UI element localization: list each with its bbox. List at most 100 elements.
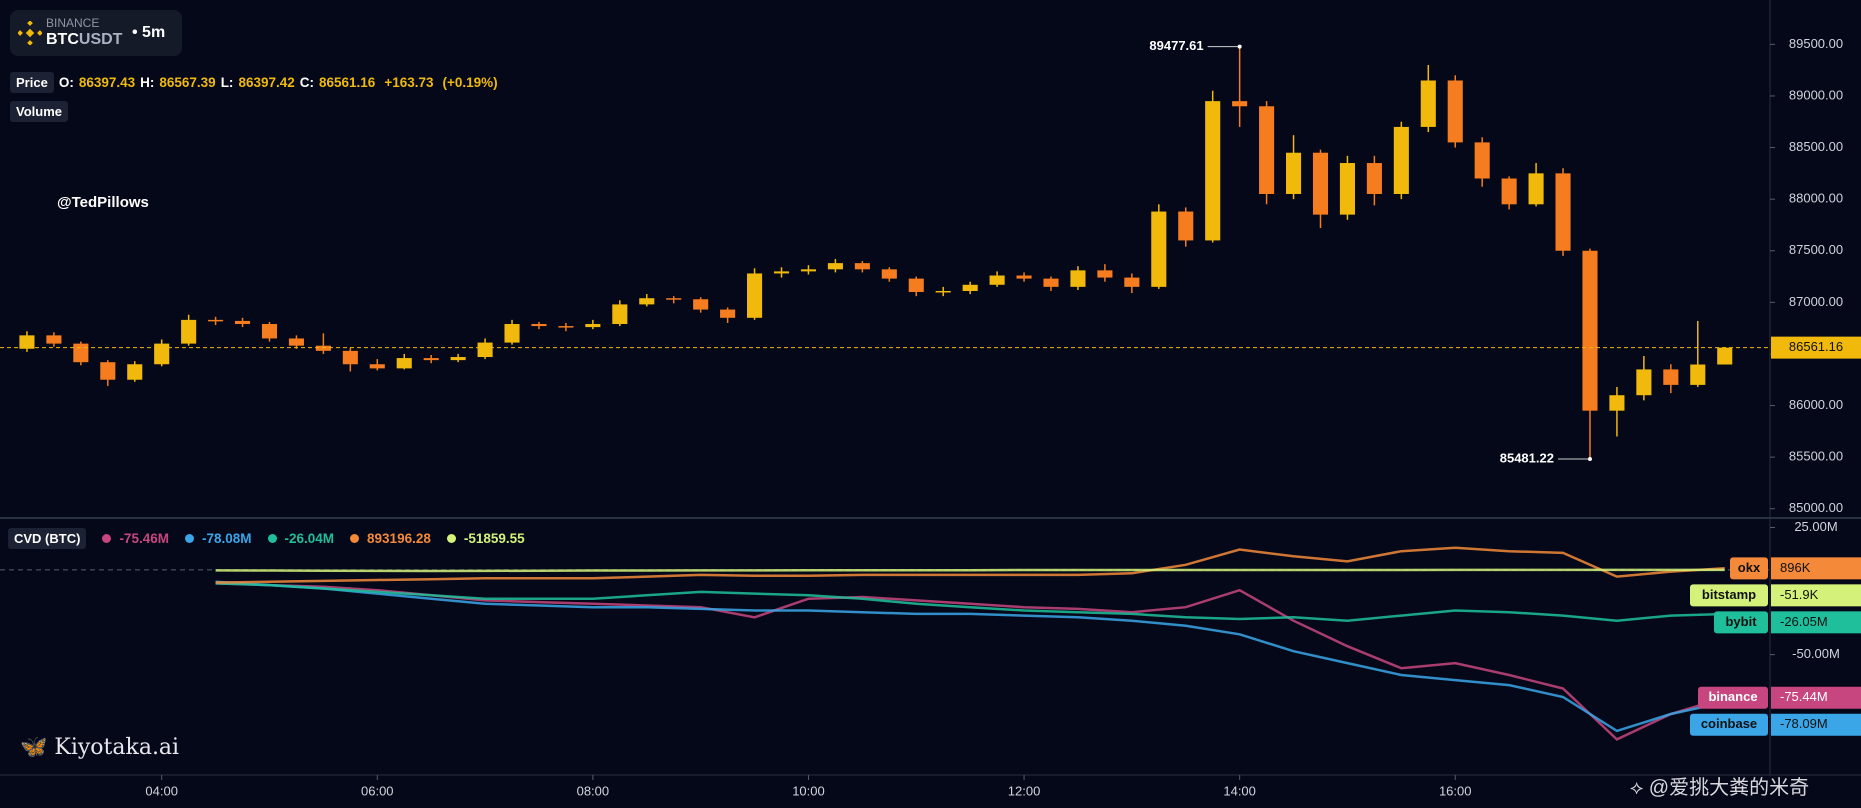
exchange-name: BINANCE [46,16,100,30]
candle-body [800,269,817,272]
series-value-box [1771,557,1861,580]
candle-body [1528,173,1544,205]
series-value-box [1771,713,1861,736]
legend-icon [184,534,194,543]
candle-body [73,343,89,363]
x-tick-label: 12:00 [1008,783,1041,798]
high-label: H: [140,75,155,90]
candle-body [1366,163,1382,194]
candle-body [612,304,628,325]
y-tick-label: 88000.00 [1789,191,1843,206]
candle-body [1474,142,1490,179]
close-label: C: [299,75,314,90]
candle-body [854,263,870,270]
candle-body [1447,80,1463,143]
candle-body [908,278,924,293]
candle-body [1070,270,1086,287]
candle-body [1663,369,1679,385]
series-name: binance [1708,689,1757,704]
series-name: coinbase [1701,716,1757,731]
repost-watermark: ⟡ @爱挑大粪的米奇 [1630,777,1810,799]
interval-value: 5m [142,24,166,41]
high-annotation-label: 89477.61 [1149,38,1203,53]
candle-body [1151,211,1167,287]
candle-body [720,309,736,318]
candle-body [234,320,251,325]
candle-body [1232,101,1248,107]
series-name-box [1730,557,1768,580]
series-value-label: -51.9K [1780,587,1819,602]
candle-body [1124,277,1140,287]
x-tick-label: 10:00 [792,783,825,798]
candle-body [208,319,224,322]
candle-body [1259,106,1275,194]
legend-value: -75.46M [119,531,169,546]
brand-watermark: 🦋 Kiyotaka.ai [20,735,180,760]
legend-icon [267,534,277,543]
candle-body [1636,369,1652,396]
candle-body [1097,270,1113,278]
legend-value: -78.08M [201,531,252,546]
symbol-base: BTC [46,31,79,48]
candle-body [1420,80,1436,127]
x-tick-label: 16:00 [1439,783,1472,798]
series-name-box [1698,686,1768,709]
candle-body [531,324,547,327]
high-annotation-dot [1237,44,1242,49]
series-value-box [1771,611,1861,634]
candle-body [827,263,843,270]
series-value-box [1771,686,1861,709]
low-annotation-dot [1587,457,1592,462]
last-price-label: 86561.16 [1789,339,1843,354]
candle-body [261,324,278,339]
series-name: okx [1738,560,1761,575]
symbol-quote: USDT [78,31,123,48]
candle-body [477,342,493,358]
candle-body [315,345,331,351]
price-label[interactable]: Price [10,72,54,93]
y-tick-label: 88500.00 [1789,139,1843,154]
candle-body [1690,364,1706,385]
cvd-line [215,546,1725,584]
candle-body [962,284,978,291]
symbol-box[interactable]: BINANCE BTCUSDT • 5m [10,10,182,56]
price-legend: Price O: 86397.43 H: 86567.39 L: 86397.42 C… [10,72,498,93]
series-value-label: -78.09M [1780,716,1828,731]
candle-body [181,319,197,344]
candle-body [450,357,466,361]
close-value: 86561.16 [319,75,376,90]
candle-body [747,273,763,318]
brand-text: Kiyotaka.ai [54,735,180,760]
legend-icon [350,534,360,543]
low-label: L: [220,75,234,90]
series-name: bitstamp [1702,587,1756,602]
candle-body [773,271,790,274]
candle-body [1393,126,1409,194]
x-tick-label: 14:00 [1223,783,1256,798]
interval: • 5m [132,24,166,41]
series-value-label: -75.44M [1780,689,1828,704]
candle-body [1582,250,1598,411]
volume-label[interactable]: Volume [10,101,68,122]
author-watermark: @TedPillows [57,194,149,211]
candle-body [1609,395,1625,411]
repost-text: @爱挑大粪的米奇 [1648,777,1810,799]
y-tick-label: -50.00M [1792,646,1840,661]
binance-logo [18,21,42,45]
candle-body [154,343,170,365]
open-label: O: [58,75,74,90]
x-tick-label: 04:00 [145,783,178,798]
cvd-title[interactable]: CVD (BTC) [8,528,87,549]
cvd-line [215,580,1725,733]
low-annotation-label: 85481.22 [1500,450,1554,465]
low-value: 86397.42 [238,75,295,90]
candle-body [935,290,951,293]
candle-body [1205,101,1221,241]
candle-body [639,298,655,305]
y-tick-label: 85500.00 [1789,449,1843,464]
candle-body [288,338,304,346]
candle-body [666,298,682,300]
candle-body [881,269,897,279]
